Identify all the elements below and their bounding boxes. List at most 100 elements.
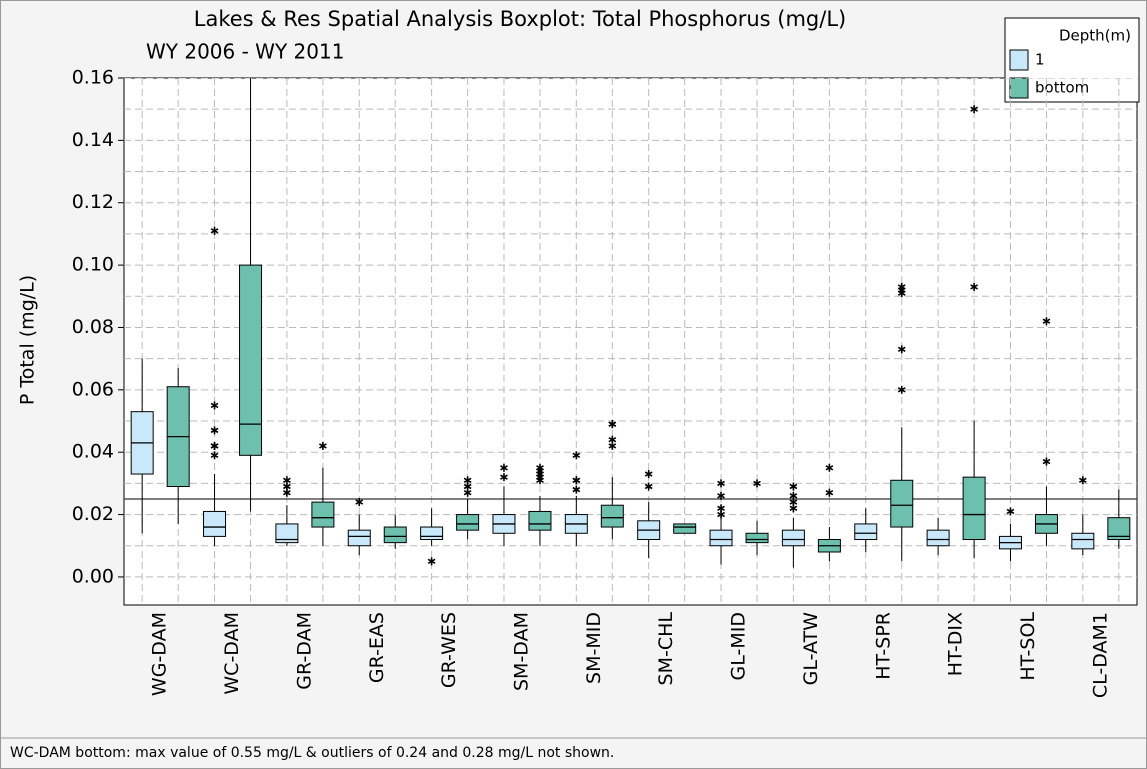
- box: [383, 526, 407, 544]
- x-tick-label: SM-MID: [583, 612, 605, 684]
- outlier-stroke: [283, 490, 291, 496]
- outlier: [644, 470, 653, 479]
- box: [890, 479, 914, 528]
- outlier-stroke: [536, 465, 544, 471]
- box: [420, 526, 444, 541]
- outlier-stroke: [608, 421, 617, 427]
- outlier-stroke: [427, 558, 436, 565]
- outlier-stroke: [463, 483, 472, 490]
- outlier: [1042, 317, 1051, 326]
- box: [203, 510, 227, 537]
- outlier: [1042, 457, 1051, 466]
- outlier: [970, 105, 978, 114]
- outlier: [210, 441, 219, 450]
- x-tick-label: GR-WES: [438, 612, 460, 688]
- outlier: [572, 451, 581, 460]
- outlier-stroke: [897, 284, 906, 290]
- outlier-stroke: [1006, 508, 1015, 515]
- box: [275, 523, 299, 544]
- legend-title: Depth(m): [1059, 27, 1131, 45]
- outlier-stroke: [608, 437, 617, 443]
- outlier: [500, 463, 508, 472]
- outlier-stroke: [789, 483, 798, 490]
- outlier-stroke: [572, 477, 581, 483]
- outlier-stroke: [210, 402, 219, 409]
- legend-label: bottom: [1035, 79, 1089, 97]
- legend-label: 1: [1035, 51, 1045, 69]
- footnote: WC-DAM bottom: max value of 0.55 mg/L & …: [10, 745, 614, 761]
- outlier-stroke: [500, 474, 508, 480]
- outlier: [319, 441, 327, 450]
- outlier-stroke: [1042, 318, 1051, 324]
- outlier: [970, 282, 978, 291]
- outlier-stroke: [717, 493, 725, 499]
- box: [673, 523, 697, 534]
- x-tick-label: WG-DAM: [149, 612, 171, 696]
- outlier: [897, 345, 906, 354]
- outlier-stroke: [210, 228, 219, 234]
- outlier-stroke: [897, 346, 906, 352]
- box: [962, 476, 986, 541]
- y-axis-label: P Total (mg/L): [17, 275, 39, 405]
- outlier-stroke: [572, 452, 581, 459]
- outlier-stroke: [825, 490, 834, 496]
- outlier: [717, 479, 725, 488]
- box: [709, 529, 733, 547]
- x-tick-label: HT-SPR: [872, 612, 894, 680]
- outlier: [789, 491, 798, 500]
- outlier: [536, 463, 544, 472]
- outlier: [608, 420, 617, 429]
- outlier-stroke: [283, 477, 291, 483]
- outlier-stroke: [717, 511, 725, 518]
- x-tick-label: GL-MID: [728, 612, 750, 680]
- outlier-stroke: [644, 483, 653, 490]
- outlier-stroke: [789, 505, 798, 512]
- y-tick-label: 0.00: [72, 565, 114, 587]
- box: [854, 523, 878, 541]
- outlier: [897, 385, 906, 394]
- box: [1107, 517, 1131, 541]
- outlier-stroke: [717, 505, 725, 512]
- outlier-stroke: [500, 465, 508, 471]
- outlier: [608, 435, 617, 444]
- outlier: [644, 482, 653, 491]
- outlier-stroke: [1042, 458, 1051, 465]
- box: [239, 264, 263, 456]
- outlier-stroke: [970, 284, 978, 290]
- x-tick-label: CL-DAM1: [1089, 612, 1111, 698]
- outlier-stroke: [608, 443, 617, 449]
- outlier: [572, 476, 581, 485]
- outlier: [825, 463, 834, 472]
- x-tick-label: WC-DAM: [221, 612, 243, 695]
- outlier-stroke: [283, 483, 291, 490]
- outlier: [897, 282, 906, 291]
- y-tick-label: 0.16: [72, 67, 114, 89]
- outlier: [210, 226, 219, 235]
- outlier-stroke: [717, 480, 725, 487]
- outlier-stroke: [210, 452, 219, 459]
- outlier: [753, 479, 761, 488]
- outlier-stroke: [463, 477, 472, 483]
- box: [926, 529, 950, 547]
- outlier-stroke: [825, 465, 834, 471]
- legend: Depth(m) 1 bottom: [1004, 17, 1140, 103]
- outlier: [789, 482, 798, 491]
- outlier: [210, 451, 219, 460]
- outlier: [210, 401, 219, 410]
- box: [528, 510, 552, 531]
- outlier-stroke: [463, 490, 472, 496]
- y-tick-label: 0.04: [72, 441, 114, 463]
- outlier-stroke: [644, 471, 653, 477]
- outlier: [463, 476, 472, 485]
- outlier-stroke: [1078, 477, 1087, 483]
- x-tick-label: SM-CHL: [655, 612, 677, 686]
- x-tick-label: GR-EAS: [366, 612, 388, 683]
- box: [745, 532, 769, 544]
- legend-swatch: [1009, 77, 1029, 99]
- x-tick-label: HT-DIX: [945, 612, 967, 676]
- x-tick-label: GL-ATW: [800, 612, 822, 686]
- outlier: [355, 498, 364, 507]
- x-tick-label: HT-SOL: [1017, 612, 1039, 681]
- chart-title: Lakes & Res Spatial Analysis Boxplot: To…: [194, 7, 846, 31]
